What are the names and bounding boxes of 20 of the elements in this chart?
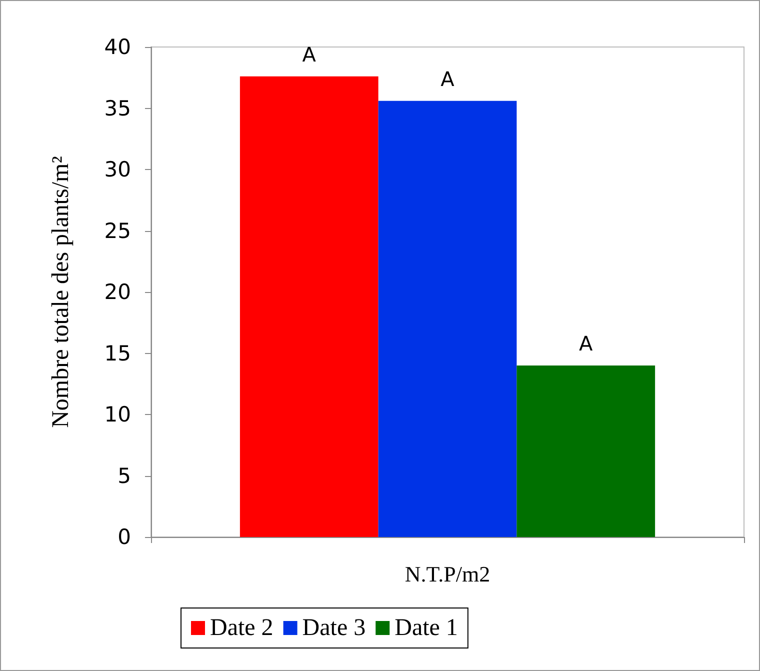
y-tick-label: 40 — [104, 35, 131, 59]
bar — [378, 100, 517, 537]
y-axis-title: Nombre totale des plants/m² — [48, 156, 74, 428]
data-label: A — [579, 332, 594, 356]
y-tick-label: 10 — [104, 402, 131, 426]
legend-label: Date 3 — [302, 615, 366, 641]
legend-label: Date 1 — [394, 615, 458, 641]
bar — [516, 366, 656, 537]
y-tick-label: 15 — [104, 341, 131, 366]
x-tick-label: N.T.P/m2 — [404, 562, 490, 586]
y-tick-label: 0 — [118, 525, 131, 549]
legend-label: Date 2 — [210, 615, 274, 641]
data-label: A — [440, 66, 455, 91]
y-tick-label: 20 — [104, 280, 131, 304]
bar — [240, 76, 378, 537]
y-tick-label: 30 — [104, 158, 131, 182]
y-tick-label: 5 — [118, 464, 131, 488]
y-tick-label: 25 — [104, 218, 131, 243]
data-label: A — [302, 42, 316, 66]
y-tick-label: 35 — [104, 96, 131, 120]
